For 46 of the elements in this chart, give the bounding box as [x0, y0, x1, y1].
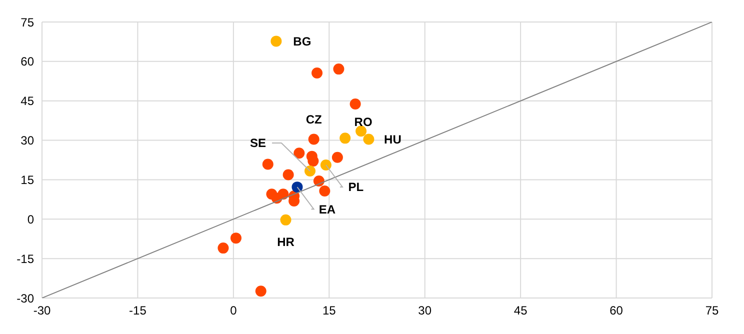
point [270, 36, 282, 47]
x-tick-label: 30 [418, 304, 432, 318]
point [319, 186, 330, 197]
point [292, 182, 303, 193]
annotation: HR [277, 235, 295, 250]
x-tick-label: 0 [230, 304, 238, 318]
point [356, 126, 367, 137]
annotation: BG [293, 34, 312, 48]
point [320, 159, 332, 170]
point [340, 132, 351, 144]
annotation: HU [384, 132, 402, 146]
y-tick-label: 60 [20, 54, 34, 69]
point [333, 64, 344, 75]
point [308, 134, 320, 145]
point [230, 232, 242, 244]
point [350, 98, 361, 110]
y-tick-label: 30 [20, 134, 34, 148]
y-tick-label: -30 [16, 291, 34, 306]
point [308, 156, 319, 167]
point [262, 158, 274, 170]
x-tick-label: -30 [33, 304, 51, 318]
y-tick-label: 0 [27, 212, 34, 226]
x-tick-label: 60 [610, 304, 624, 318]
annotation: CZ [306, 112, 322, 126]
x-tick-label: 75 [705, 304, 719, 318]
y-tick-label: 15 [20, 172, 34, 187]
point [312, 67, 323, 78]
y-tick-label: 75 [20, 15, 34, 30]
point [282, 169, 294, 180]
point [280, 214, 292, 226]
point [294, 148, 305, 159]
point [278, 188, 289, 200]
annotation: SE [250, 136, 266, 150]
point [218, 242, 229, 254]
point [304, 166, 316, 177]
annotation: PL [348, 180, 364, 194]
x-tick-label: 45 [514, 304, 528, 318]
point [363, 134, 374, 145]
annotation: EA [318, 202, 336, 216]
y-tick-label: -15 [16, 252, 34, 266]
annotation: RO [354, 115, 372, 130]
y-tick-label: 45 [20, 94, 34, 108]
x-tick-label: -15 [129, 304, 147, 318]
point [332, 152, 343, 163]
point [255, 286, 266, 297]
x-tick-label: 15 [322, 304, 336, 318]
